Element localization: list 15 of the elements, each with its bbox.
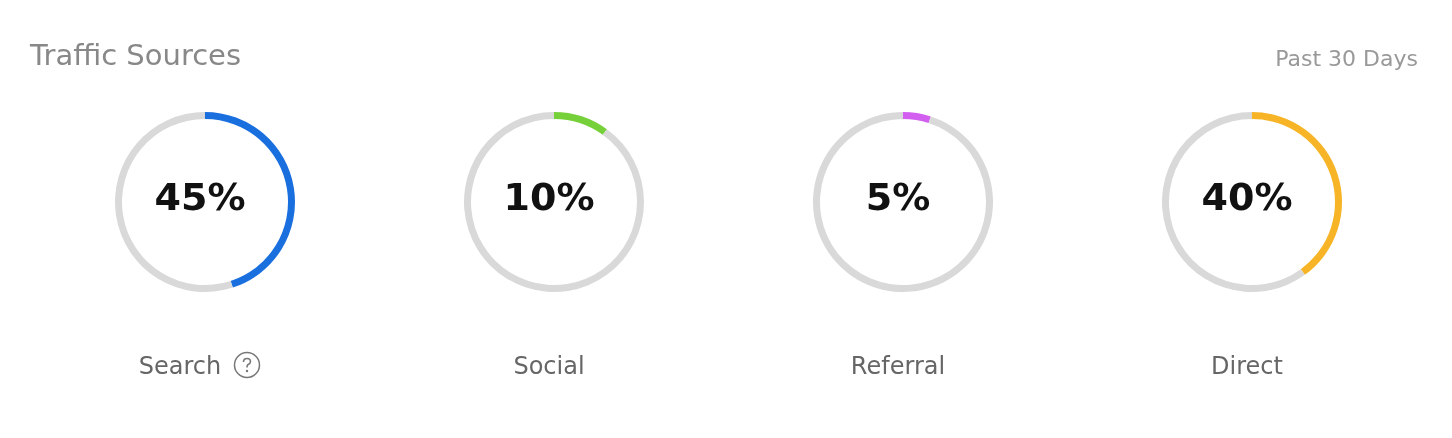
donut-slice [813, 112, 993, 292]
text: Past 30 Days [1275, 46, 1418, 71]
text: 5% [864, 175, 932, 219]
donut-slice [464, 112, 644, 292]
text: 45% [153, 175, 247, 219]
text: 10% [502, 175, 596, 219]
text: Referral [850, 352, 946, 380]
text: 40% [1200, 175, 1294, 219]
donut-slice [554, 112, 607, 135]
donut-slice [1162, 112, 1305, 292]
text: Search [138, 352, 222, 380]
donut-slice [903, 112, 931, 124]
text: Social [513, 352, 585, 380]
text: Direct [1211, 352, 1283, 380]
chart-title: Traffic Sources [30, 38, 242, 72]
